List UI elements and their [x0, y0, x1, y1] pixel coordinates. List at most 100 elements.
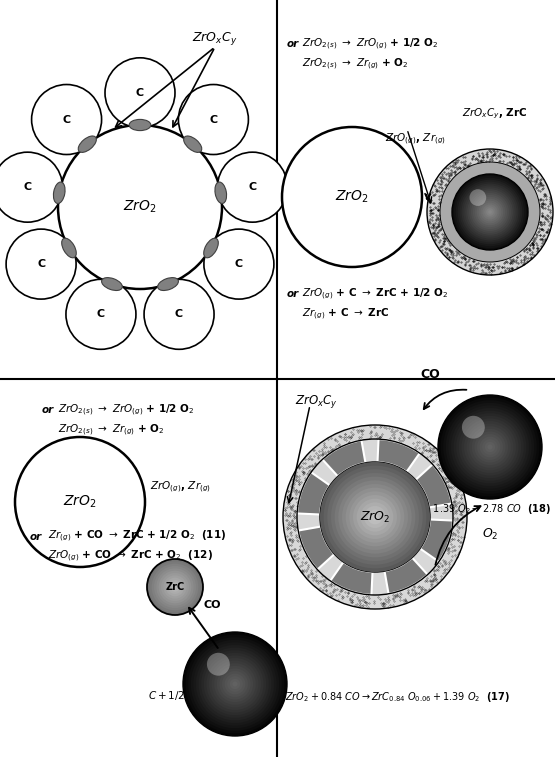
- Circle shape: [214, 663, 256, 705]
- Circle shape: [475, 431, 506, 463]
- Circle shape: [163, 575, 186, 599]
- Ellipse shape: [204, 238, 218, 258]
- Wedge shape: [377, 439, 420, 472]
- Circle shape: [185, 634, 284, 734]
- Text: $ZrO_{(g)}$ + C $\rightarrow$ ZrC + 1/2 O$_2$: $ZrO_{(g)}$ + C $\rightarrow$ ZrC + 1/2 …: [302, 287, 448, 302]
- Circle shape: [149, 562, 201, 612]
- Ellipse shape: [158, 278, 178, 291]
- Text: C: C: [23, 182, 32, 192]
- Text: or: or: [287, 289, 299, 299]
- Text: or: or: [287, 39, 299, 49]
- Text: C: C: [175, 310, 183, 319]
- Circle shape: [157, 569, 194, 606]
- Circle shape: [159, 571, 191, 603]
- Text: $ZrO_{2(s)}$ $\rightarrow$ $Zr_{(g)}$ + O$_2$: $ZrO_{2(s)}$ $\rightarrow$ $Zr_{(g)}$ + …: [58, 423, 165, 438]
- Circle shape: [233, 681, 238, 687]
- Text: $ZrO_xC_y$: $ZrO_xC_y$: [193, 30, 238, 47]
- Circle shape: [227, 676, 243, 692]
- Text: C: C: [37, 259, 45, 269]
- Circle shape: [193, 643, 276, 726]
- Text: $ZrO_{(g)}$ + CO $\rightarrow$ ZrC + O$_2$  (12): $ZrO_{(g)}$ + CO $\rightarrow$ ZrC + O$_…: [48, 549, 213, 565]
- Circle shape: [482, 204, 498, 220]
- Circle shape: [320, 462, 430, 572]
- Circle shape: [327, 469, 423, 565]
- Circle shape: [469, 426, 511, 468]
- Circle shape: [456, 178, 524, 246]
- Ellipse shape: [215, 182, 226, 204]
- Circle shape: [282, 127, 422, 267]
- Circle shape: [173, 584, 178, 590]
- Circle shape: [371, 513, 379, 521]
- Circle shape: [144, 279, 214, 349]
- Circle shape: [478, 201, 501, 223]
- Circle shape: [170, 582, 180, 592]
- Circle shape: [201, 650, 269, 718]
- Circle shape: [335, 477, 415, 557]
- Circle shape: [441, 397, 539, 497]
- Text: CO: CO: [203, 600, 220, 610]
- Circle shape: [485, 207, 496, 218]
- Text: $ZrO_xC_y$: $ZrO_xC_y$: [295, 394, 338, 410]
- Ellipse shape: [102, 278, 122, 291]
- Circle shape: [454, 176, 526, 248]
- Circle shape: [204, 229, 274, 299]
- Circle shape: [464, 421, 516, 473]
- Circle shape: [482, 439, 498, 455]
- Ellipse shape: [184, 136, 202, 152]
- Circle shape: [206, 656, 264, 712]
- Text: or: or: [30, 532, 42, 542]
- Circle shape: [225, 674, 245, 694]
- Circle shape: [147, 559, 203, 615]
- Circle shape: [219, 668, 251, 699]
- Circle shape: [349, 491, 401, 543]
- Circle shape: [481, 203, 500, 222]
- Ellipse shape: [129, 120, 151, 131]
- Circle shape: [324, 466, 426, 569]
- Circle shape: [469, 191, 511, 233]
- Circle shape: [218, 152, 287, 222]
- Circle shape: [477, 198, 503, 226]
- Circle shape: [458, 179, 522, 245]
- Circle shape: [222, 671, 248, 697]
- Circle shape: [485, 442, 495, 452]
- Circle shape: [154, 566, 196, 608]
- Text: $2.78\ C + 1.39\ O_2 \rightarrow 2.78\ CO$  (18): $2.78\ C + 1.39\ O_2 \rightarrow 2.78\ C…: [390, 502, 551, 516]
- Text: $ZrO_{2(s)}$ $\rightarrow$ $Zr_{(g)}$ + O$_2$: $ZrO_{2(s)}$ $\rightarrow$ $Zr_{(g)}$ + …: [302, 57, 408, 73]
- Circle shape: [0, 152, 63, 222]
- Circle shape: [451, 408, 529, 486]
- Circle shape: [364, 506, 386, 528]
- Circle shape: [461, 419, 518, 475]
- Wedge shape: [298, 527, 334, 569]
- Circle shape: [204, 653, 266, 715]
- Text: $ZrO_xC_y$, ZrC: $ZrO_xC_y$, ZrC: [462, 107, 528, 121]
- Circle shape: [467, 189, 513, 235]
- Circle shape: [6, 229, 76, 299]
- Circle shape: [460, 182, 521, 242]
- Text: $ZrO_{2(s)}$ $\rightarrow$ $ZrO_{(g)}$ + 1/2 O$_2$: $ZrO_{2(s)}$ $\rightarrow$ $ZrO_{(g)}$ +…: [302, 37, 438, 52]
- Circle shape: [283, 425, 467, 609]
- Wedge shape: [322, 440, 365, 476]
- Circle shape: [456, 413, 524, 481]
- Circle shape: [183, 632, 287, 736]
- Text: C: C: [63, 114, 70, 124]
- Circle shape: [230, 679, 240, 689]
- Circle shape: [15, 437, 145, 567]
- Circle shape: [462, 416, 485, 438]
- Circle shape: [58, 125, 222, 289]
- Circle shape: [66, 279, 136, 349]
- Text: $Zr_{(g)}$ + CO $\rightarrow$ ZrC + 1/2 O$_2$  (11): $Zr_{(g)}$ + CO $\rightarrow$ ZrC + 1/2 …: [48, 529, 226, 544]
- Ellipse shape: [78, 136, 97, 152]
- Circle shape: [446, 403, 534, 491]
- Circle shape: [342, 484, 408, 550]
- Text: ZrC: ZrC: [165, 582, 185, 592]
- Text: $ZrO_{(g)}$, $Zr_{(g)}$: $ZrO_{(g)}$, $Zr_{(g)}$: [385, 132, 446, 147]
- Circle shape: [360, 503, 390, 531]
- Text: $C +1/2\ O_2 \rightarrow CO$: $C +1/2\ O_2 \rightarrow CO$: [148, 689, 230, 703]
- Circle shape: [459, 416, 521, 478]
- Circle shape: [448, 406, 532, 488]
- Circle shape: [367, 509, 382, 525]
- Circle shape: [207, 653, 230, 676]
- Circle shape: [486, 208, 494, 216]
- Circle shape: [196, 645, 274, 723]
- Text: C: C: [249, 182, 256, 192]
